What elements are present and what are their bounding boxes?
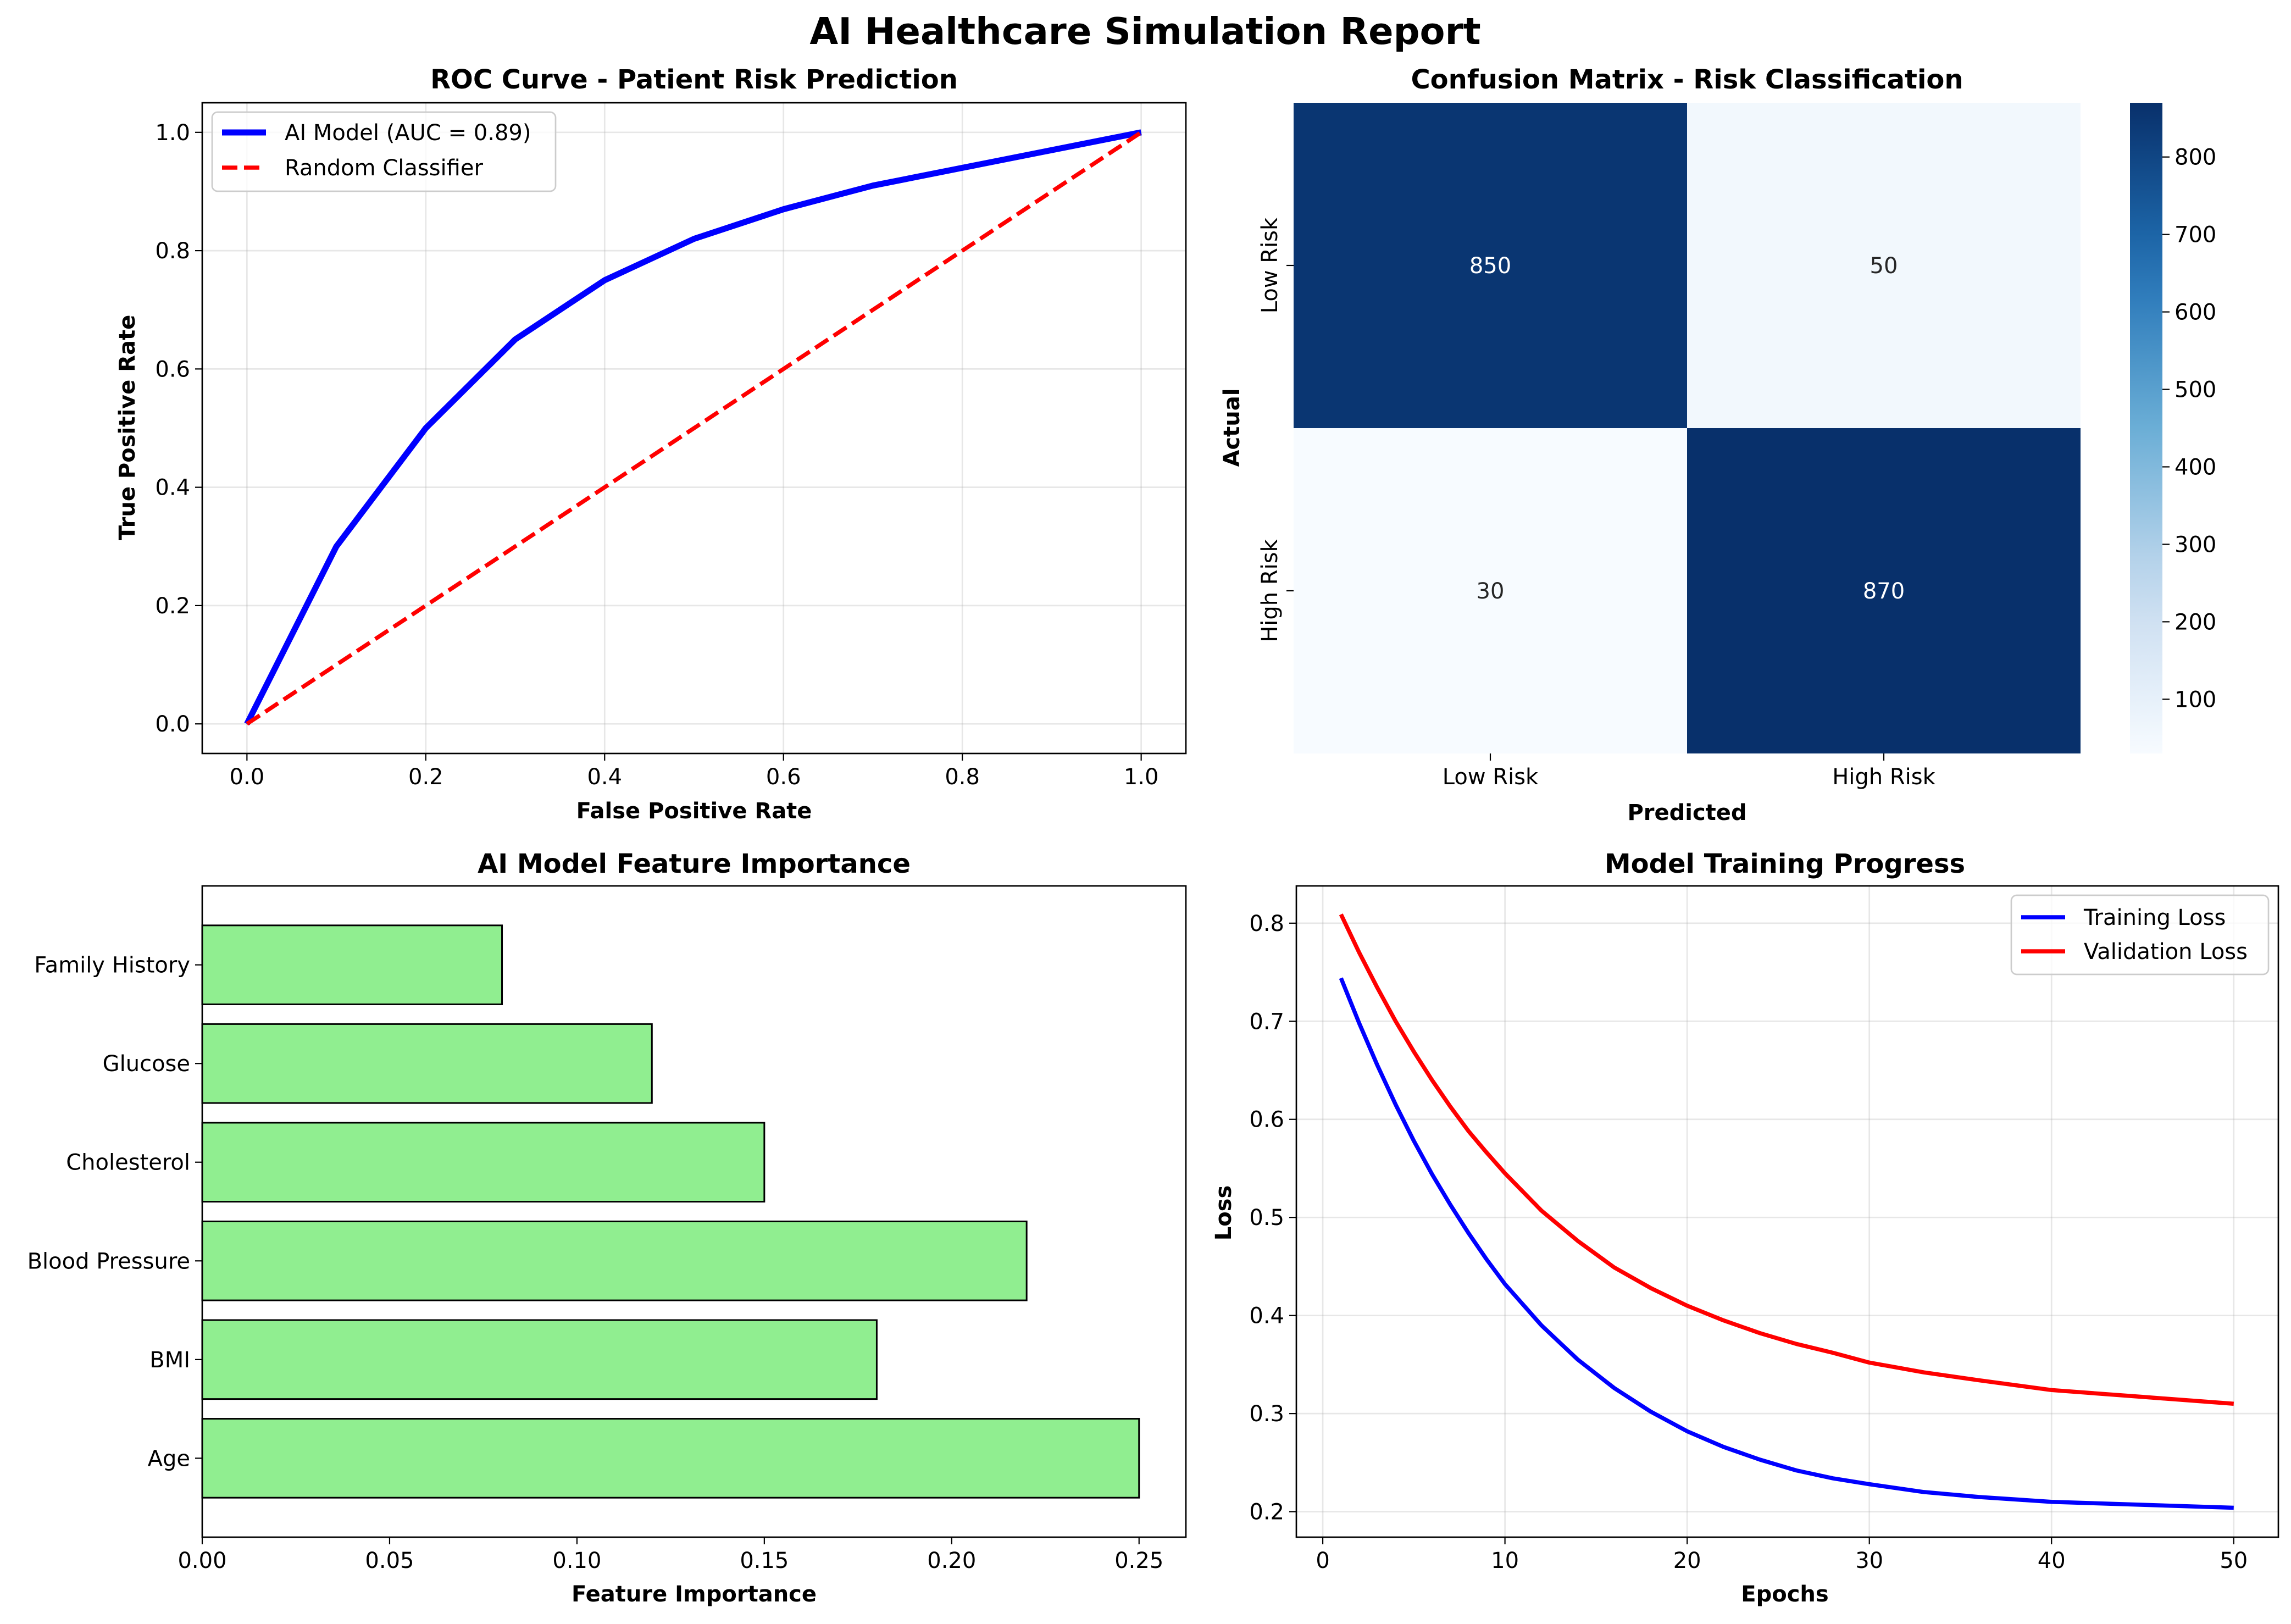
train-y-tick-label: 0.6 <box>1249 1107 1284 1133</box>
roc-x-tick-label: 0.0 <box>230 764 265 790</box>
feat-bar <box>201 1220 1028 1301</box>
train-x-tick-label: 30 <box>1855 1548 1883 1573</box>
train-x-tick-label: 20 <box>1673 1548 1701 1573</box>
roc-legend-box <box>211 111 557 192</box>
cm-x-tick-label: Low Risk <box>1443 764 1539 790</box>
cm-colorbar-tick-label: 200 <box>2174 609 2216 635</box>
roc-xlabel: False Positive Rate <box>576 799 812 824</box>
roc-panel: ROC Curve - Patient Risk Prediction Fals… <box>115 64 1187 824</box>
train-xlabel: Epochs <box>1741 1582 1828 1607</box>
roc-y-tick-label: 0.0 <box>155 712 190 737</box>
roc-x-tick-label: 0.2 <box>408 764 443 790</box>
feat-x-tick-label: 0.15 <box>740 1548 789 1573</box>
feat-x-tick-label: 0.25 <box>1114 1548 1163 1573</box>
feat-x-tick-label: 0.00 <box>177 1548 226 1573</box>
train-legend-box <box>2010 894 2270 975</box>
cm-colorbar-tick-label: 600 <box>2174 300 2216 325</box>
cm-y-tick-label: High Risk <box>1257 539 1283 642</box>
cm-colorbar-tick-label: 500 <box>2174 378 2216 403</box>
train-title: Model Training Progress <box>1605 849 1965 879</box>
train-y-tick-label: 0.8 <box>1249 911 1284 936</box>
cm-xlabel: Predicted <box>1627 800 1746 825</box>
train-y-tick-label: 0.2 <box>1249 1500 1284 1525</box>
train-y-tick-label: 0.3 <box>1249 1401 1284 1427</box>
feat-bar <box>201 1418 1140 1499</box>
roc-y-tick-label: 0.2 <box>155 594 190 619</box>
feat-x-tick-label: 0.05 <box>365 1548 414 1573</box>
cm-colorbar-tick-label: 700 <box>2174 223 2216 248</box>
cm-colorbar-tick-label: 300 <box>2174 532 2216 557</box>
train-x-tick-label: 0 <box>1316 1548 1329 1573</box>
cm-y-tick-label: Low Risk <box>1257 217 1283 313</box>
cm-title: Confusion Matrix - Risk Classification <box>1411 64 1963 95</box>
train-x-tick-label: 50 <box>2220 1548 2248 1573</box>
roc-y-tick-label: 0.8 <box>155 239 190 264</box>
roc-ai-model-line <box>244 129 1142 725</box>
cm-cell <box>1687 428 2081 753</box>
feat-bar <box>201 1122 765 1203</box>
train-legend: Training Loss Validation Loss <box>2010 894 2270 975</box>
training-progress-panel: Model Training Progress Epochs Loss 0 10 2… <box>1211 849 2279 1607</box>
cm-colorbar-tick-label: 400 <box>2174 455 2216 480</box>
train-x-tick-label: 40 <box>2038 1548 2066 1573</box>
roc-title: ROC Curve - Patient Risk Prediction <box>430 64 958 95</box>
cm-cell-value: 850 <box>1469 253 1511 279</box>
roc-x-tick-label: 1.0 <box>1124 764 1159 790</box>
feat-xlabel: Feature Importance <box>572 1582 817 1607</box>
train-y-tick-label: 0.7 <box>1249 1009 1284 1034</box>
cm-colorbar-tick-label: 100 <box>2174 687 2216 712</box>
feat-plot-frame <box>201 885 1187 1538</box>
roc-random-classifier-line <box>246 130 1142 726</box>
cm-cell-value: 50 <box>1870 253 1898 279</box>
train-ylabel: Loss <box>1211 1185 1236 1241</box>
train-training-loss-line <box>1339 977 2234 1510</box>
feat-y-tick-label: Family History <box>34 953 190 978</box>
roc-x-tick-label: 0.4 <box>587 764 622 790</box>
train-legend-label: Training Loss <box>2083 905 2226 930</box>
figure-title: AI Healthcare Simulation Report <box>809 10 1480 53</box>
feat-y-tick-label: BMI <box>149 1348 190 1373</box>
train-plot-frame <box>1295 885 2279 1538</box>
feat-y-tick-label: Glucose <box>103 1051 190 1077</box>
cm-x-tick-label: High Risk <box>1832 764 1935 790</box>
cm-cell-value: 30 <box>1477 579 1505 604</box>
roc-legend-label: Random Classifier <box>285 156 483 181</box>
cm-cell-value: 870 <box>1863 579 1905 604</box>
cm-cell <box>1687 103 2081 428</box>
roc-y-tick-label: 0.6 <box>155 357 190 382</box>
feat-bar <box>201 1023 653 1104</box>
cm-cell <box>1294 103 1687 428</box>
feat-bar <box>201 924 503 1005</box>
feat-title: AI Model Feature Importance <box>478 849 911 879</box>
roc-legend-label: AI Model (AUC = 0.89) <box>285 120 531 146</box>
train-y-tick-label: 0.4 <box>1249 1304 1284 1329</box>
feat-y-tick-label: Blood Pressure <box>27 1249 190 1274</box>
feat-bar <box>201 1319 878 1400</box>
train-y-tick-label: 0.5 <box>1249 1205 1284 1231</box>
train-legend-label: Validation Loss <box>2084 939 2248 965</box>
feat-y-tick-label: Cholesterol <box>66 1150 190 1176</box>
cm-ylabel: Actual <box>1219 389 1245 467</box>
roc-ylabel: True Positive Rate <box>115 315 140 540</box>
feat-x-tick-label: 0.20 <box>927 1548 976 1573</box>
feat-y-tick-label: Age <box>148 1446 190 1471</box>
confusion-matrix-panel: Confusion Matrix - Risk Classification P… <box>1219 64 2216 825</box>
roc-y-tick-label: 1.0 <box>155 120 190 146</box>
cm-colorbar <box>2130 103 2162 753</box>
cm-colorbar-tick-label: 800 <box>2174 145 2216 170</box>
roc-y-tick-label: 0.4 <box>155 475 190 501</box>
roc-plot-frame <box>201 102 1187 755</box>
cm-cell <box>1294 428 1687 753</box>
roc-x-tick-label: 0.8 <box>945 764 980 790</box>
feat-x-tick-label: 0.10 <box>552 1548 601 1573</box>
feature-importance-panel: AI Model Feature Importance Feature Impo… <box>27 849 1187 1607</box>
roc-legend: AI Model (AUC = 0.89) Random Classifier <box>211 111 557 192</box>
train-validation-loss-line <box>1339 913 2234 1406</box>
roc-x-tick-label: 0.6 <box>766 764 801 790</box>
train-x-tick-label: 10 <box>1491 1548 1519 1573</box>
